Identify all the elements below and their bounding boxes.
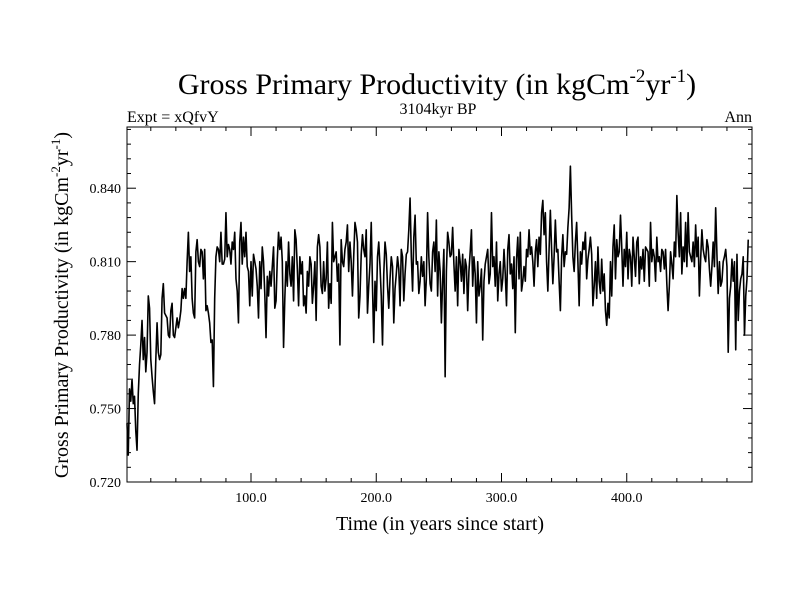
y-axis-label: Gross Primary Productivity (in kgCm-2yr-…	[48, 132, 73, 478]
y-tick-label: 0.810	[90, 256, 122, 271]
plot-frame	[126, 126, 753, 483]
y-tick-label: 0.750	[90, 403, 122, 418]
x-axis-label: Time (in years since start)	[336, 513, 544, 535]
series-line	[126, 165, 750, 456]
period-label: 3104kyr BP	[400, 101, 477, 118]
x-tick-label: 100.0	[235, 491, 267, 506]
y-axis: 0.720 0.750 0.780 0.810 0.840	[90, 128, 752, 491]
y-tick-label: 0.840	[90, 182, 122, 197]
y-tick-label: 0.780	[90, 329, 122, 344]
y-tick-label: 0.720	[90, 476, 122, 491]
x-axis: 100.0 200.0 300.0 400.0	[150, 127, 728, 506]
x-tick-label: 400.0	[611, 491, 643, 506]
season-label: Ann	[724, 109, 752, 126]
chart-title: Gross Primary Productivity (in kgCm-2yr-…	[178, 66, 696, 101]
x-tick-label: 200.0	[360, 491, 392, 506]
x-tick-label: 300.0	[486, 491, 518, 506]
series-group	[126, 165, 750, 456]
experiment-label: Expt = xQfvY	[127, 109, 219, 126]
